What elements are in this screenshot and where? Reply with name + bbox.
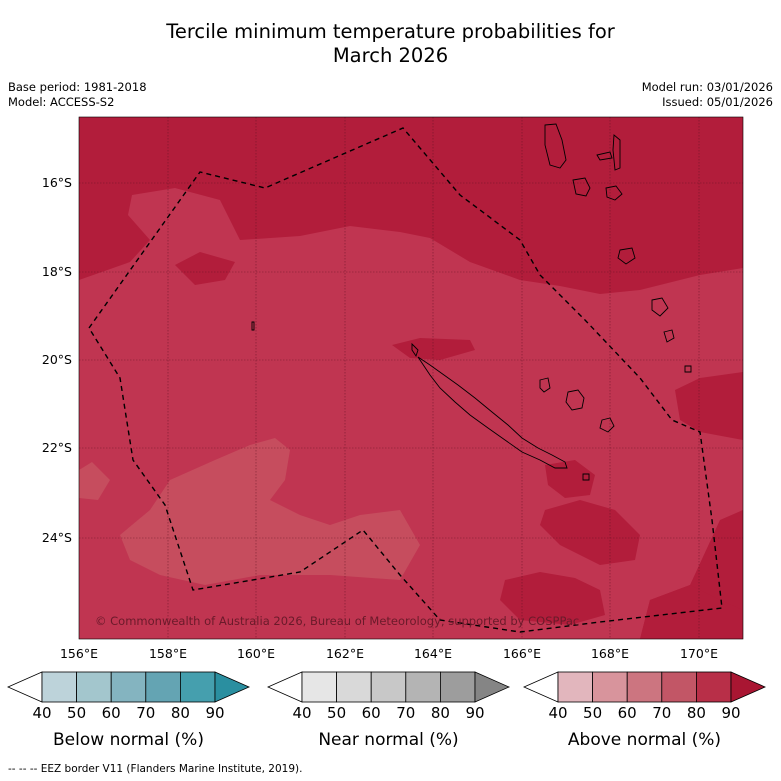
colorbar-segment bbox=[110, 671, 147, 703]
colorbar-tick-label: 40 bbox=[32, 704, 52, 722]
ambae-island bbox=[596, 151, 613, 161]
colorbar-tick-label: 80 bbox=[686, 704, 706, 722]
lat-label: 16°S bbox=[41, 175, 72, 190]
colorbar-segment bbox=[661, 671, 697, 703]
mare-island bbox=[599, 417, 615, 433]
colorbar-segment bbox=[592, 671, 628, 703]
eez-border bbox=[88, 127, 723, 633]
lon-label: 156°E bbox=[59, 646, 98, 661]
ouvea-island bbox=[539, 377, 551, 393]
lifou-island bbox=[565, 389, 585, 411]
graticule bbox=[79, 117, 743, 639]
colorbars-group bbox=[7, 671, 766, 703]
colorbar-segment bbox=[626, 671, 663, 703]
colorbar-title: Below normal (%) bbox=[53, 730, 204, 750]
efate-island bbox=[605, 185, 623, 201]
lon-label: 164°E bbox=[413, 646, 452, 661]
colorbar-segment bbox=[730, 671, 766, 703]
colorbar-segment bbox=[405, 671, 441, 703]
colorbar-segment bbox=[336, 671, 372, 703]
colorbar-segment bbox=[214, 671, 250, 703]
map-title: Tercile minimum temperature probabilitie… bbox=[0, 20, 781, 68]
probability-field bbox=[79, 117, 743, 639]
colorbar-tick-label: 60 bbox=[101, 704, 121, 722]
model-name: Model: ACCESS-S2 bbox=[8, 95, 115, 109]
map-frame bbox=[78, 116, 744, 640]
colorbar-tick-label: 50 bbox=[327, 704, 347, 722]
lon-label: 160°E bbox=[236, 646, 275, 661]
colorbar-segment bbox=[523, 671, 559, 703]
title-line-2: March 2026 bbox=[332, 44, 449, 67]
colorbar-segment bbox=[370, 671, 407, 703]
colorbar-segment bbox=[267, 671, 303, 703]
lon-label: 162°E bbox=[325, 646, 364, 661]
colorbar-segment bbox=[41, 671, 77, 703]
copyright-notice: © Commonwealth of Australia 2026, Bureau… bbox=[95, 614, 580, 628]
colorbar-tick-label: 70 bbox=[652, 704, 672, 722]
colorbar-tick-label: 70 bbox=[396, 704, 416, 722]
meta-right: Model run: 03/01/2026 Issued: 05/01/2026 bbox=[642, 80, 773, 110]
colorbar-title: Above normal (%) bbox=[567, 730, 722, 750]
walpole-island bbox=[684, 365, 692, 373]
lat-label: 20°S bbox=[41, 352, 72, 367]
lon-label: 166°E bbox=[502, 646, 541, 661]
colorbar-tick-label: 90 bbox=[721, 704, 741, 722]
colorbar-tick-label: 40 bbox=[292, 704, 312, 722]
colorbar-tick-label: 80 bbox=[170, 704, 190, 722]
colorbar-segment bbox=[696, 671, 732, 703]
colorbar-tick-label: 60 bbox=[361, 704, 381, 722]
colorbar-segment bbox=[7, 671, 43, 703]
colorbar-tick-label: 60 bbox=[617, 704, 637, 722]
title-line-1: Tercile minimum temperature probabilitie… bbox=[166, 20, 615, 43]
lon-label: 168°E bbox=[590, 646, 629, 661]
lat-label: 18°S bbox=[41, 264, 72, 279]
lat-label: 22°S bbox=[41, 440, 72, 455]
aneityum-island bbox=[663, 329, 675, 343]
issued-date: Issued: 05/01/2026 bbox=[662, 95, 773, 109]
eez-legend-footer: -- -- -- EEZ border V11 (Flanders Marine… bbox=[8, 763, 303, 775]
colorbar-tick-label: 90 bbox=[205, 704, 225, 722]
tanna-island bbox=[651, 297, 669, 317]
malekula-island bbox=[572, 177, 591, 197]
model-run: Model run: 03/01/2026 bbox=[641, 80, 773, 94]
lon-label: 170°E bbox=[679, 646, 718, 661]
espiritu-santo-island bbox=[544, 123, 567, 169]
colorbar-segment bbox=[179, 671, 216, 703]
meta-left: Base period: 1981-2018 Model: ACCESS-S2 bbox=[8, 80, 147, 110]
colorbar-segment bbox=[439, 671, 476, 703]
colorbar-tick-label: 50 bbox=[67, 704, 87, 722]
colorbar-title: Near normal (%) bbox=[318, 730, 459, 750]
maewo-island bbox=[612, 134, 621, 171]
coastlines bbox=[251, 123, 692, 481]
erromango-island bbox=[617, 247, 636, 265]
new-caledonia-island bbox=[417, 356, 568, 469]
colorbar-segment bbox=[474, 671, 510, 703]
colorbar-tick-label: 80 bbox=[430, 704, 450, 722]
colorbar-tick-label: 90 bbox=[465, 704, 485, 722]
colorbar-tick-label: 40 bbox=[548, 704, 568, 722]
colorbar-segment bbox=[145, 671, 181, 703]
belep-island bbox=[411, 342, 419, 358]
colorbar-segment bbox=[301, 671, 337, 703]
lon-label: 158°E bbox=[148, 646, 187, 661]
lat-label: 24°S bbox=[41, 530, 72, 545]
colorbar-tick-label: 70 bbox=[136, 704, 156, 722]
isle-of-pines bbox=[582, 473, 590, 481]
field-80-90-patches bbox=[175, 252, 743, 639]
colorbar-segment bbox=[557, 671, 593, 703]
base-period: Base period: 1981-2018 bbox=[8, 80, 147, 94]
colorbar-tick-label: 50 bbox=[583, 704, 603, 722]
colorbar-segment bbox=[76, 671, 112, 703]
chesterfield-reef bbox=[251, 321, 255, 331]
